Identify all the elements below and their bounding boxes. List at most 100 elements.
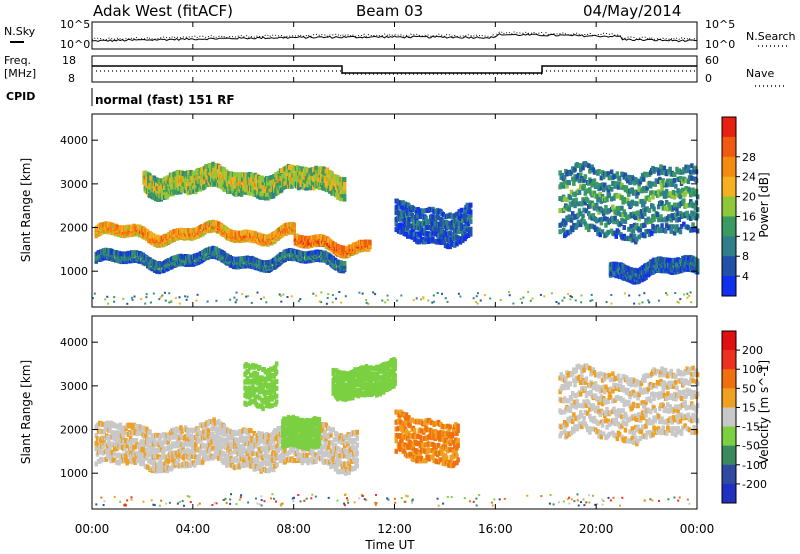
- heatmap-cell: [636, 178, 640, 184]
- heatmap-speck: [290, 295, 293, 298]
- heatmap-speck: [282, 293, 285, 296]
- heatmap-speck: [265, 301, 268, 304]
- heatmap-cell: [651, 194, 655, 200]
- heatmap-cell: [606, 229, 610, 235]
- heatmap-cell: [651, 181, 655, 187]
- heatmap-cell: [410, 234, 414, 240]
- heatmap-cell: [607, 184, 612, 190]
- heatmap-speck: [483, 294, 486, 297]
- heatmap-speck: [561, 299, 564, 302]
- heatmap-cell: [627, 191, 631, 197]
- heatmap-cell: [330, 175, 334, 181]
- heatmap-speck: [326, 297, 329, 299]
- heatmap-cell: [660, 182, 664, 188]
- heatmap-cell: [616, 229, 621, 235]
- heatmap-cell: [98, 444, 102, 450]
- heatmap-speck: [195, 299, 198, 302]
- heatmap-cell: [600, 216, 605, 222]
- heatmap-speck: [657, 299, 660, 302]
- heatmap-cell: [598, 217, 602, 223]
- heatmap-cell: [603, 182, 607, 188]
- heatmap-speck: [215, 299, 218, 302]
- heatmap-cell: [672, 177, 677, 183]
- heatmap-cell: [207, 163, 212, 168]
- heatmap-cell: [205, 167, 209, 173]
- heatmap-cell: [333, 189, 338, 195]
- heatmap-speck: [130, 296, 133, 299]
- heatmap-cell: [684, 203, 688, 209]
- heatmap-cell: [604, 222, 608, 228]
- heatmap-cell: [693, 225, 698, 231]
- heatmap-speck: [122, 297, 125, 300]
- noise-axis-right-top: 10^5: [705, 18, 735, 31]
- heatmap-speck: [335, 297, 337, 300]
- heatmap-cell: [457, 221, 461, 227]
- heatmap-cell: [645, 219, 649, 225]
- heatmap-cell: [668, 191, 672, 197]
- heatmap-cell: [622, 209, 626, 215]
- heatmap-cell: [668, 178, 672, 184]
- heatmap-speck: [638, 294, 641, 297]
- heatmap-cell: [236, 172, 240, 178]
- heatmap-cell: [558, 222, 562, 228]
- heatmap-speck: [677, 301, 680, 304]
- heatmap-cell: [469, 226, 473, 232]
- heatmap-speck: [320, 291, 323, 294]
- heatmap-cell: [459, 226, 464, 232]
- heatmap-speck: [676, 300, 679, 303]
- heatmap-speck: [550, 292, 553, 295]
- heatmap-speck: [477, 292, 479, 295]
- freq-unit-label: [MHz]: [4, 67, 36, 80]
- heatmap-cell: [684, 164, 688, 170]
- heatmap-cell: [440, 233, 444, 239]
- heatmap-cell: [561, 227, 566, 233]
- heatmap-cell: [611, 215, 615, 221]
- heatmap-cell: [452, 242, 457, 248]
- heatmap-cell: [642, 202, 646, 208]
- heatmap-cell: [459, 207, 464, 213]
- heatmap-speck: [250, 301, 253, 304]
- heatmap-speck: [638, 302, 641, 305]
- heatmap-cell: [646, 228, 651, 234]
- heatmap-cell: [656, 189, 661, 195]
- heatmap-cell: [572, 180, 576, 186]
- heatmap-cell: [660, 170, 664, 176]
- heatmap-cell: [652, 269, 656, 274]
- heatmap-speck: [93, 292, 96, 295]
- heatmap-cell: [573, 203, 577, 209]
- heatmap-cell: [639, 176, 644, 182]
- heatmap-cell: [620, 195, 624, 201]
- heatmap-speck: [327, 293, 330, 296]
- heatmap-cell: [431, 214, 435, 220]
- heatmap-cell: [582, 177, 586, 183]
- heatmap-cell: [585, 223, 590, 229]
- heatmap-cell: [658, 176, 662, 182]
- heatmap-cell: [638, 213, 643, 219]
- heatmap-speck: [140, 298, 143, 301]
- heatmap-cell: [678, 210, 683, 216]
- heatmap-cell: [577, 189, 582, 195]
- heatmap-cell: [660, 201, 664, 206]
- heatmap-cell: [636, 210, 640, 216]
- heatmap-cell: [599, 198, 604, 204]
- heatmap-cell: [464, 234, 468, 240]
- heatmap-cell: [670, 182, 675, 187]
- heatmap-cell: [575, 222, 579, 228]
- heatmap-cell: [579, 167, 583, 173]
- heatmap-cell: [152, 187, 157, 193]
- heatmap-speck: [476, 302, 479, 305]
- heatmap-cell: [420, 236, 425, 242]
- heatmap-cell: [681, 169, 685, 175]
- heatmap-speck: [312, 292, 315, 295]
- heatmap-cell: [431, 236, 435, 242]
- heatmap-cell: [607, 208, 612, 214]
- heatmap-speck: [196, 293, 199, 296]
- noise-sky-trace: [92, 33, 698, 43]
- heatmap-cell: [667, 181, 671, 187]
- heatmap-cell: [572, 198, 576, 204]
- heatmap-cell: [661, 190, 665, 196]
- heatmap-cell: [659, 190, 663, 196]
- heatmap-cell: [604, 205, 608, 210]
- heatmap-cell: [239, 191, 244, 197]
